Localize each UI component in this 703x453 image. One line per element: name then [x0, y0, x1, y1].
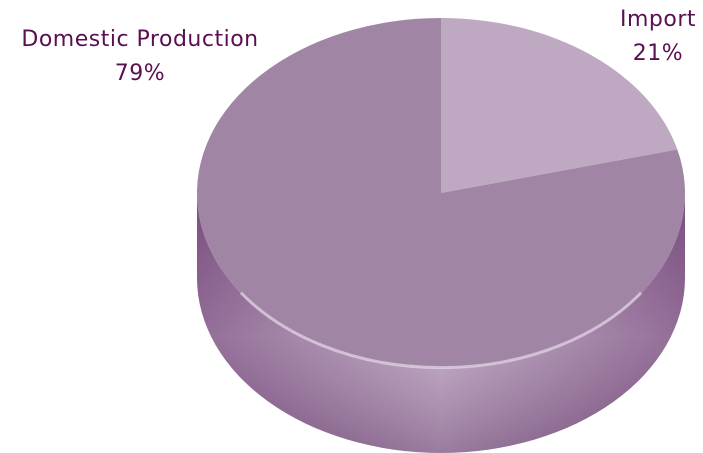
slice-value-import: 21% — [632, 41, 684, 66]
pie-slice-domestic-production — [196, 18, 685, 368]
pie-rim-highlight — [239, 291, 643, 370]
slice-name-domestic-production: Domestic Production — [21, 27, 259, 52]
slice-name-import: Import — [619, 7, 696, 32]
slice-label-import: Import 21% — [608, 3, 703, 71]
slice-label-domestic-production: Domestic Production 79% — [5, 23, 275, 91]
slice-value-domestic-production: 79% — [114, 61, 166, 86]
pie-side-shade — [197, 193, 685, 453]
pie-slice-import — [441, 18, 678, 193]
